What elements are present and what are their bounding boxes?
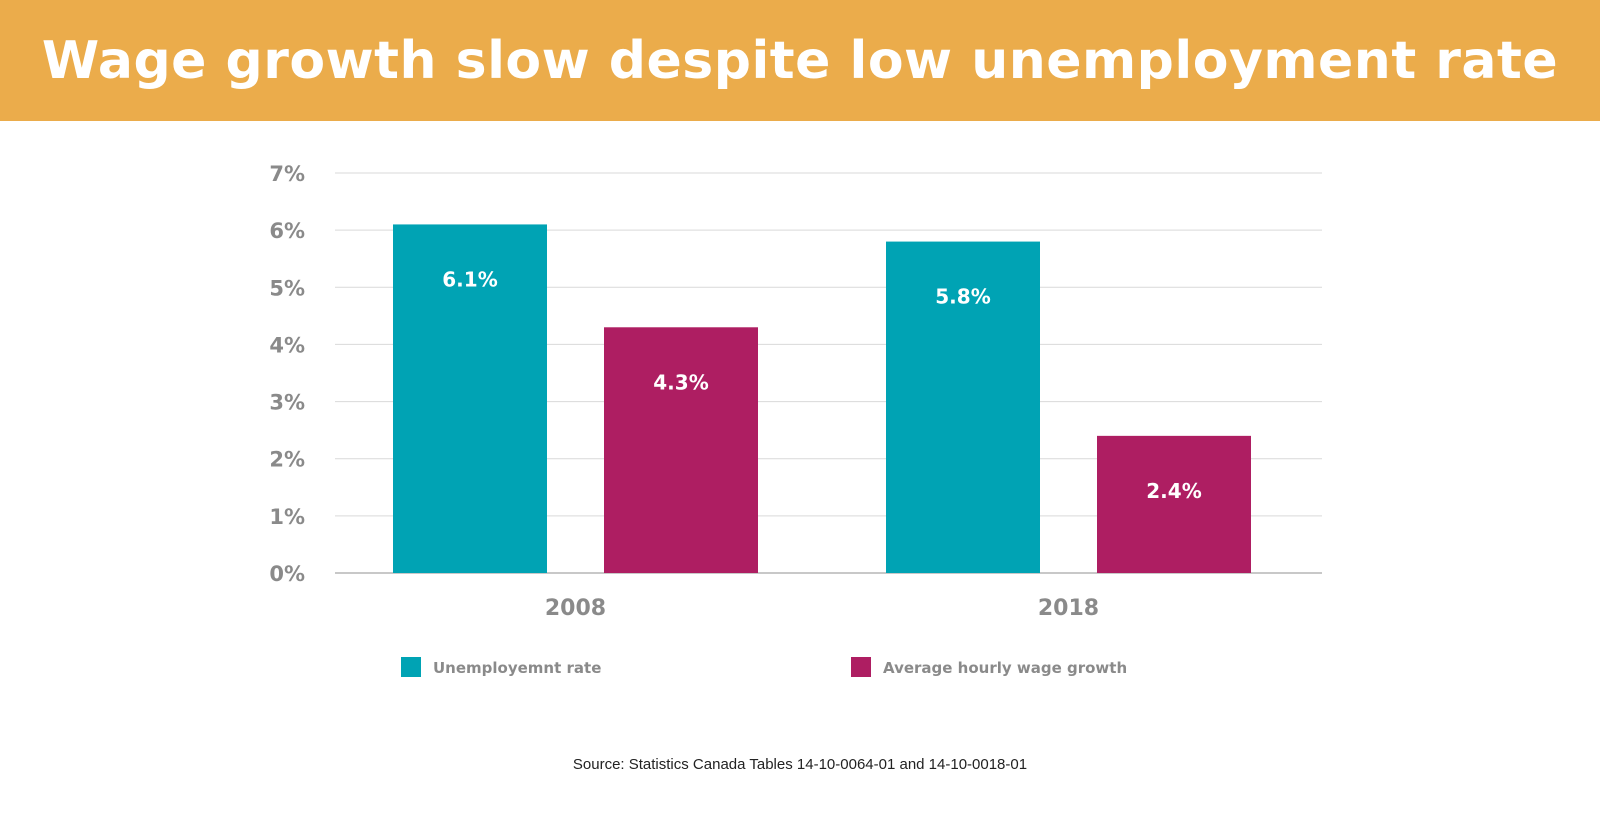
legend-item-unemployment: Unemployemnt rate — [401, 657, 601, 677]
x-category-label: 2008 — [545, 596, 606, 621]
y-tick-label: 3% — [269, 391, 305, 415]
legend-item-wage-growth: Average hourly wage growth — [851, 657, 1127, 677]
y-tick-label: 1% — [269, 505, 305, 529]
data-labels: 6.1% 4.3% 5.8% 2.4% — [442, 267, 1201, 502]
bars — [393, 224, 1251, 574]
legend-swatch — [851, 657, 871, 677]
legend-label: Average hourly wage growth — [883, 659, 1127, 677]
chart-title: Wage growth slow despite low unemploymen… — [41, 30, 1559, 91]
y-tick-label: 0% — [269, 562, 305, 586]
data-label: 6.1% — [442, 267, 497, 291]
y-tick-label: 4% — [269, 333, 305, 357]
y-tick-label: 5% — [269, 276, 305, 300]
y-tick-label: 6% — [269, 219, 305, 243]
data-label: 4.3% — [653, 370, 708, 394]
y-tick-label: 7% — [269, 162, 305, 186]
data-label: 2.4% — [1146, 479, 1201, 503]
bar-2008-wage-growth — [604, 327, 758, 573]
legend: Unemployemnt rate Average hourly wage gro… — [401, 657, 1127, 677]
x-axis-categories: 2008 2018 — [545, 596, 1099, 621]
y-tick-label: 2% — [269, 448, 305, 472]
data-label: 5.8% — [935, 285, 990, 309]
legend-swatch — [401, 657, 421, 677]
y-axis-ticks: 0% 1% 2% 3% 4% 5% 6% 7% — [269, 162, 305, 586]
x-category-label: 2018 — [1038, 596, 1099, 621]
bar-2008-unemployment — [393, 224, 547, 573]
title-banner: Wage growth slow despite low unemploymen… — [0, 0, 1600, 121]
bar-2018-unemployment — [886, 241, 1040, 574]
bar-chart: 0%1%2%3%4%5%6%7% 6.1%4.3%5.8%2.4% 2008 20… — [269, 162, 1322, 677]
bar-2018-wage-growth — [1097, 435, 1251, 573]
legend-label: Unemployemnt rate — [433, 659, 601, 677]
source-note: Source: Statistics Canada Tables 14-10-0… — [572, 756, 1028, 773]
